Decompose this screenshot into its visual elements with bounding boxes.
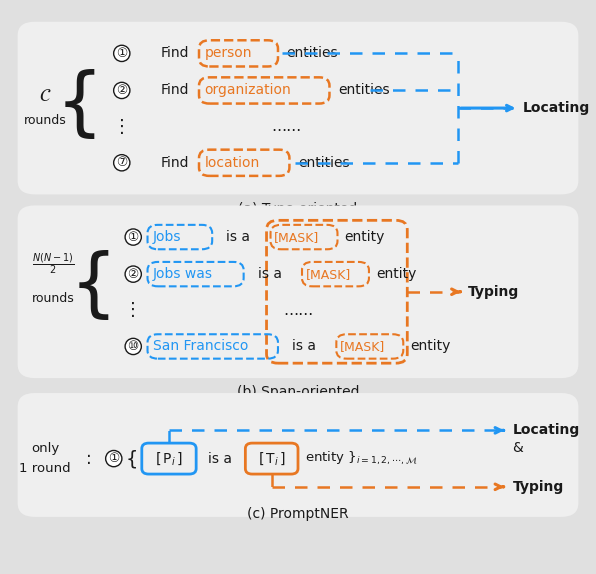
Text: Locating: Locating bbox=[513, 424, 580, 437]
Text: ①: ① bbox=[128, 231, 139, 243]
Text: entity: entity bbox=[344, 230, 385, 244]
Text: entity: entity bbox=[410, 339, 451, 354]
Text: entity $\}_{i=1,2,\cdots,\mathcal{M}}$: entity $\}_{i=1,2,\cdots,\mathcal{M}}$ bbox=[305, 450, 418, 467]
Text: {: { bbox=[69, 250, 117, 323]
FancyBboxPatch shape bbox=[18, 393, 578, 517]
Text: (a) Type-oriented: (a) Type-oriented bbox=[238, 201, 358, 216]
Text: rounds: rounds bbox=[32, 292, 74, 305]
Text: (c) PromptNER: (c) PromptNER bbox=[247, 506, 349, 521]
Text: only: only bbox=[31, 442, 59, 455]
Text: person: person bbox=[205, 46, 252, 60]
Text: Find: Find bbox=[161, 46, 189, 60]
Text: entities: entities bbox=[298, 156, 350, 170]
Text: {: { bbox=[126, 449, 138, 468]
Text: Jobs: Jobs bbox=[153, 230, 181, 244]
Text: ①: ① bbox=[116, 47, 128, 60]
Text: organization: organization bbox=[205, 83, 291, 98]
Text: $\frac{N(N-1)}{2}$: $\frac{N(N-1)}{2}$ bbox=[32, 251, 74, 277]
Text: [MASK]: [MASK] bbox=[305, 267, 350, 281]
Text: is a: is a bbox=[258, 267, 282, 281]
Text: Typing: Typing bbox=[513, 480, 564, 494]
Text: is a: is a bbox=[292, 339, 316, 354]
FancyBboxPatch shape bbox=[18, 22, 578, 195]
FancyBboxPatch shape bbox=[18, 205, 578, 378]
Text: (b) Span-oriented: (b) Span-oriented bbox=[237, 385, 359, 400]
Text: San Francisco: San Francisco bbox=[153, 339, 248, 354]
Text: is a: is a bbox=[226, 230, 250, 244]
Text: rounds: rounds bbox=[24, 114, 67, 127]
Text: {: { bbox=[55, 69, 103, 142]
Text: $[\,\mathrm{P}_i\,]$: $[\,\mathrm{P}_i\,]$ bbox=[155, 450, 183, 467]
Text: :: : bbox=[86, 449, 92, 468]
Text: $[\,\mathrm{T}_i\,]$: $[\,\mathrm{T}_i\,]$ bbox=[257, 450, 285, 467]
Text: ⑩: ⑩ bbox=[128, 340, 139, 353]
Text: entities: entities bbox=[287, 46, 338, 60]
Text: [MASK]: [MASK] bbox=[274, 231, 319, 243]
Text: [MASK]: [MASK] bbox=[340, 340, 385, 353]
Text: 1 round: 1 round bbox=[19, 462, 71, 475]
Text: entity: entity bbox=[376, 267, 416, 281]
Text: ②: ② bbox=[116, 84, 128, 97]
Text: ⋮: ⋮ bbox=[113, 118, 131, 135]
Text: ……: …… bbox=[283, 303, 313, 318]
Text: ⋮: ⋮ bbox=[124, 301, 142, 319]
Text: $\mathcal{C}$: $\mathcal{C}$ bbox=[39, 87, 51, 105]
Text: Jobs was: Jobs was bbox=[153, 267, 213, 281]
Text: ……: …… bbox=[271, 119, 302, 134]
Text: ①: ① bbox=[108, 452, 119, 465]
Text: location: location bbox=[205, 156, 260, 170]
Text: ⑦: ⑦ bbox=[116, 156, 128, 169]
Text: &: & bbox=[513, 441, 523, 455]
Text: Typing: Typing bbox=[468, 285, 519, 298]
Text: Find: Find bbox=[161, 83, 189, 98]
Text: entities: entities bbox=[338, 83, 390, 98]
Text: is a: is a bbox=[207, 452, 232, 466]
Text: Locating: Locating bbox=[522, 101, 589, 115]
Text: Find: Find bbox=[161, 156, 189, 170]
Text: ②: ② bbox=[128, 267, 139, 281]
